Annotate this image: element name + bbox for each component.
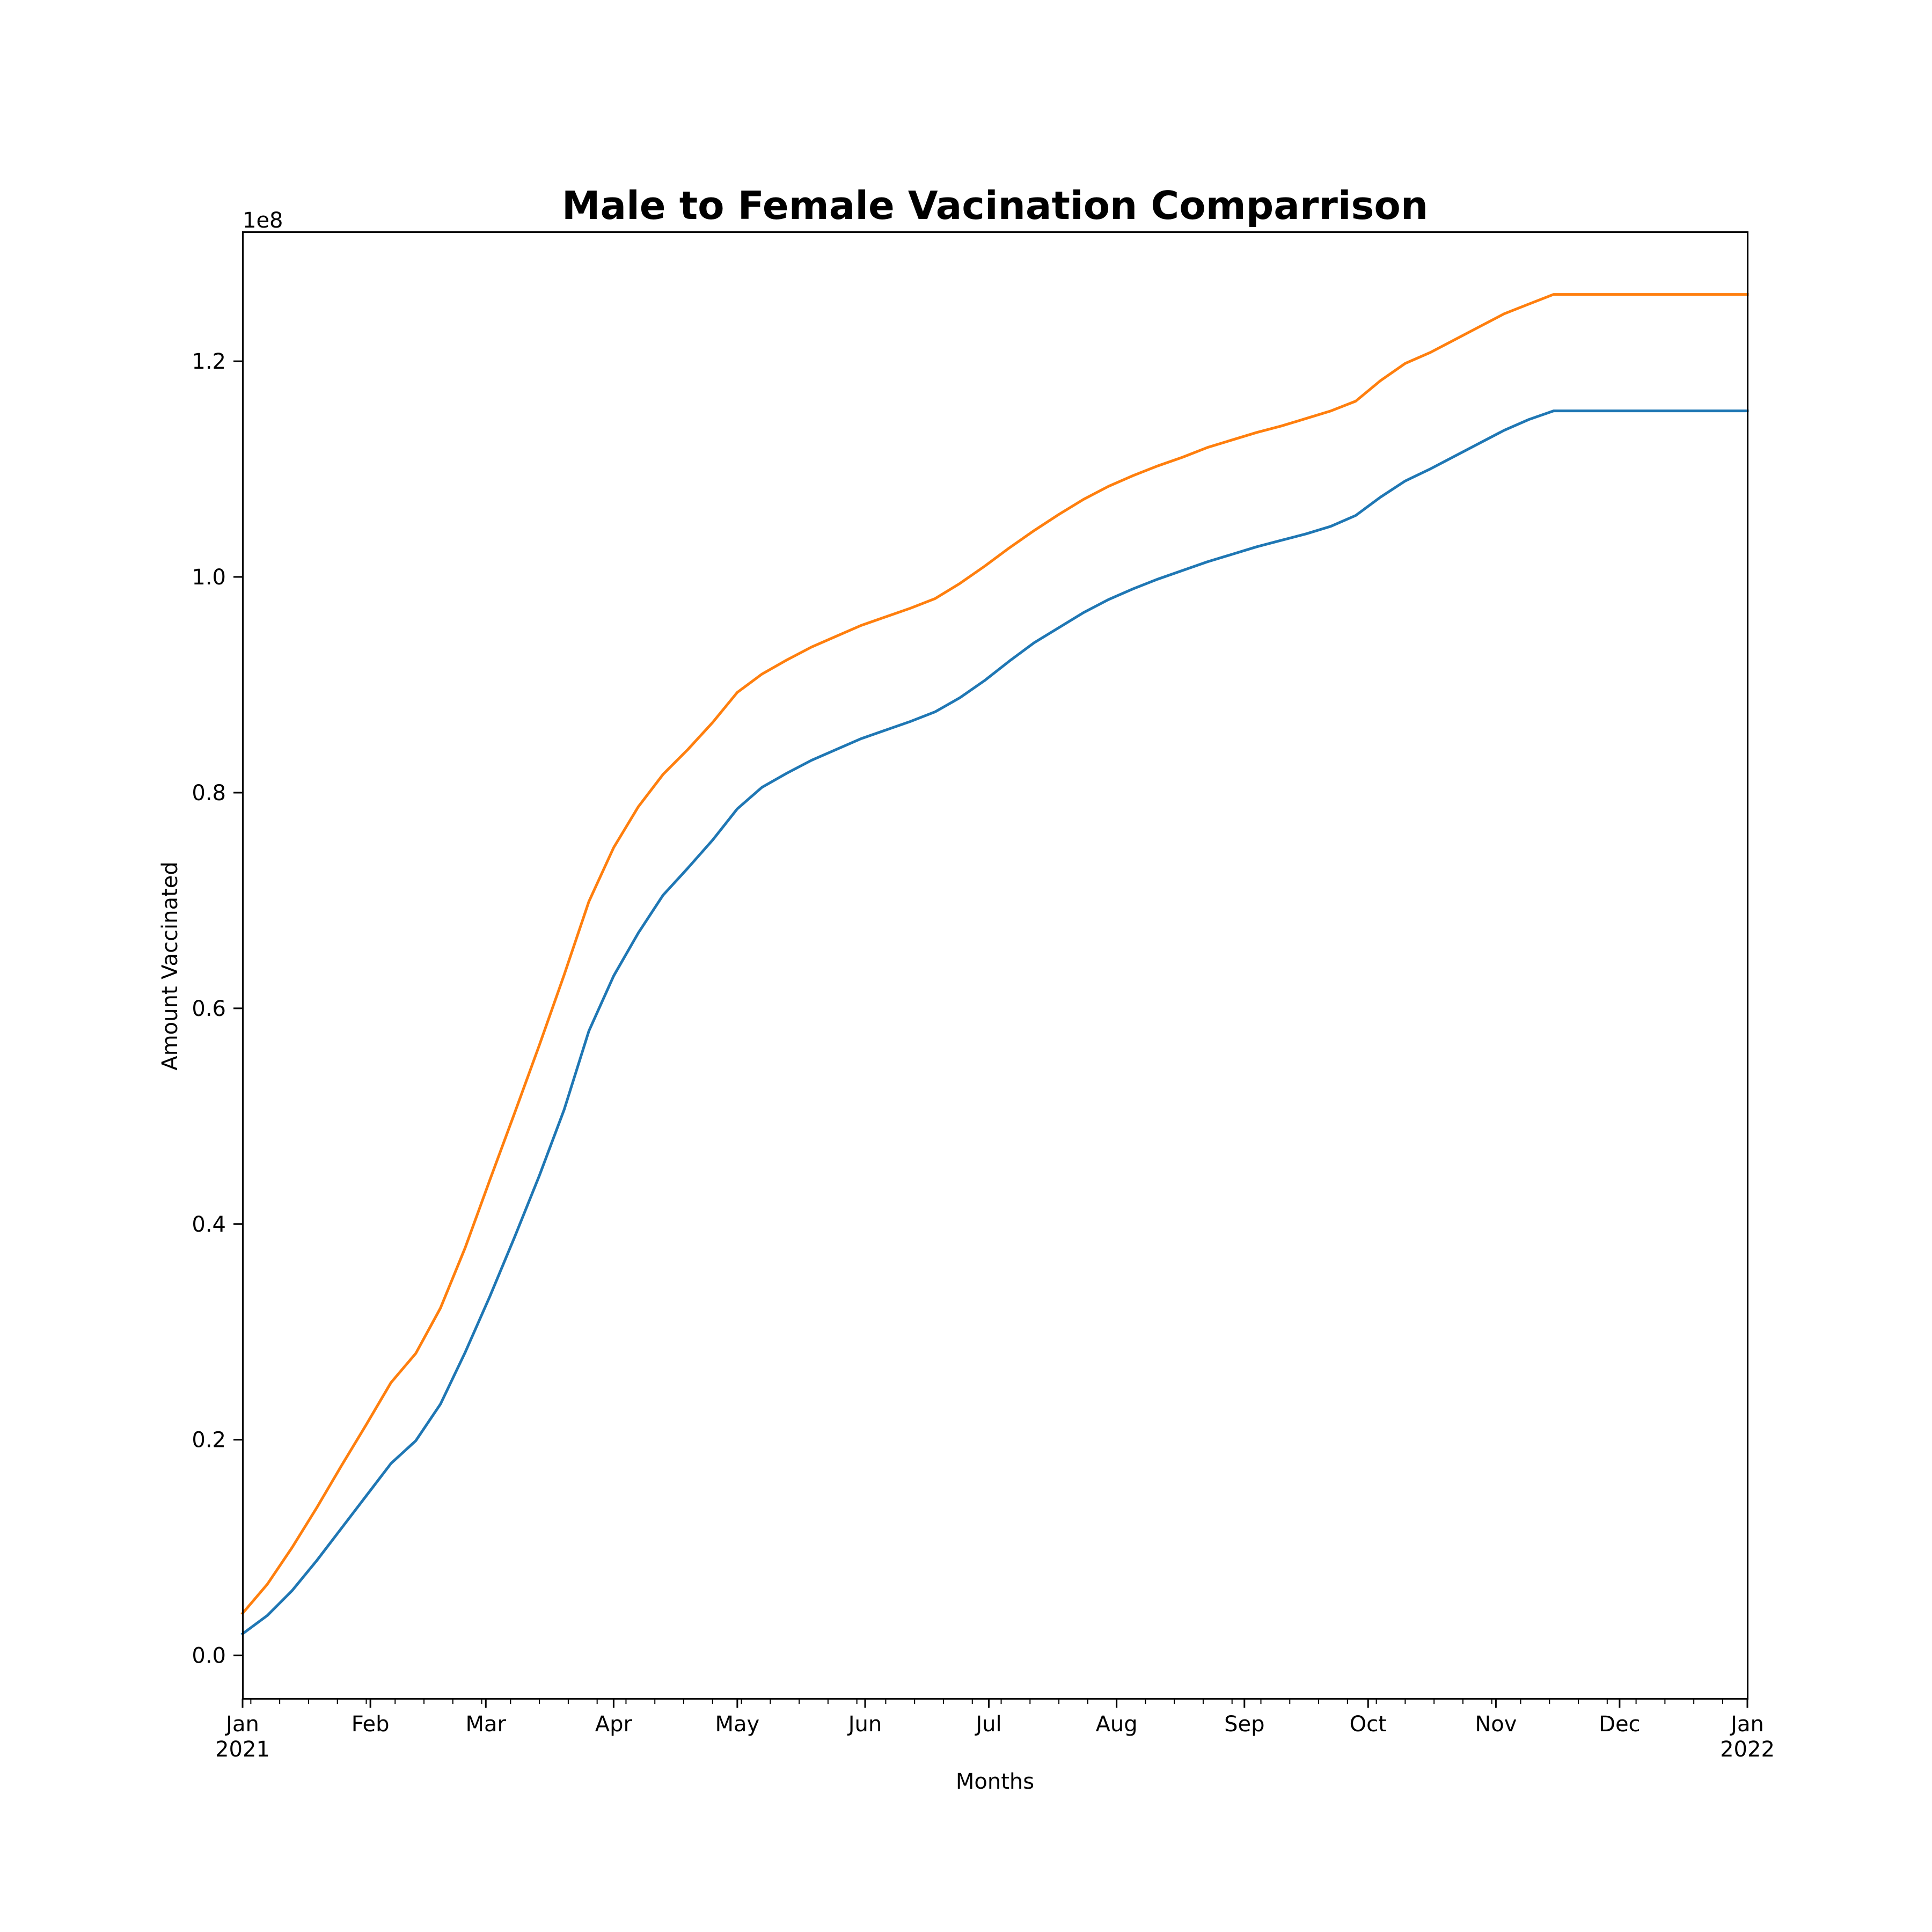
y-axis-offset-label: 1e8 — [243, 208, 283, 233]
x-tick-label: Jan — [224, 1712, 259, 1737]
x-tick-label: Aug — [1096, 1712, 1138, 1737]
x-tick-label: Mar — [466, 1712, 507, 1737]
x-tick-label: Jan — [1729, 1712, 1764, 1737]
x-tick-label: Sep — [1224, 1712, 1264, 1737]
series-line-1 — [240, 409, 1749, 1636]
x-tick-label: Dec — [1599, 1712, 1640, 1737]
plot-frame — [242, 231, 1748, 1700]
y-tick-label: 0.2 — [192, 1428, 226, 1453]
y-tick-label: 0.4 — [192, 1212, 226, 1237]
x-tick-year-label: 2021 — [215, 1737, 270, 1762]
series-line-2 — [240, 293, 1749, 1615]
plot-lines — [240, 293, 1749, 1636]
y-tick-label: 0.6 — [192, 997, 226, 1021]
x-tick-label: Apr — [595, 1712, 633, 1737]
y-tick-label: 0.0 — [192, 1644, 226, 1668]
x-axis-label: Months — [956, 1769, 1034, 1794]
x-tick-label: Feb — [352, 1712, 390, 1737]
x-tick-label: Jun — [847, 1712, 882, 1737]
y-axis-label: Amount Vaccinated — [158, 861, 182, 1070]
x-tick-label: Jul — [974, 1712, 1001, 1737]
x-tick-year-label: 2022 — [1720, 1737, 1775, 1762]
x-tick-label: Oct — [1350, 1712, 1387, 1737]
y-tick-label: 0.8 — [192, 781, 226, 806]
y-tick-label: 1.0 — [192, 565, 226, 590]
chart-title: Male to Female Vacination Comparrison — [562, 183, 1428, 228]
x-tick-label: Nov — [1475, 1712, 1517, 1737]
y-tick-label: 1.2 — [192, 349, 226, 374]
y-axis: 0.0 0.2 0.4 0.6 0.8 1.0 1.2 — [192, 349, 243, 1668]
x-tick-label: May — [715, 1712, 760, 1737]
